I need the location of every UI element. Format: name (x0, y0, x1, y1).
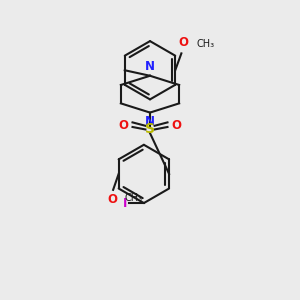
Text: O: O (107, 193, 117, 206)
Text: O: O (178, 36, 188, 50)
Text: CH₃: CH₃ (196, 39, 214, 50)
Text: I: I (123, 196, 127, 210)
Text: O: O (118, 119, 128, 132)
Text: O: O (172, 119, 182, 132)
Text: N: N (145, 60, 155, 73)
Text: N: N (145, 115, 155, 128)
Text: CH₃: CH₃ (124, 193, 142, 203)
Text: S: S (145, 122, 155, 136)
